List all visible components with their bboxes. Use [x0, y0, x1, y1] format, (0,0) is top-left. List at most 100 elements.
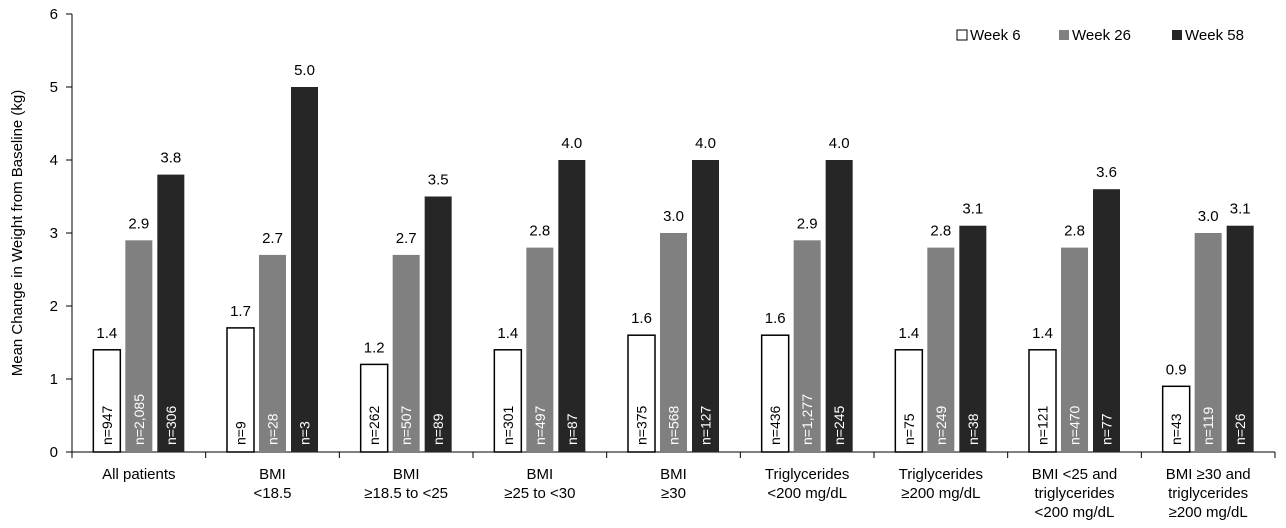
category-label: BMI ≥30 and	[1166, 466, 1251, 483]
y-tick-label: 2	[50, 298, 58, 315]
bar-value-label: 3.1	[962, 201, 983, 218]
legend-label: Week 6	[970, 27, 1021, 44]
bar-n-label: n=470	[1067, 405, 1083, 445]
category-label: All patients	[102, 466, 175, 483]
bar-week-26	[793, 240, 821, 452]
bar-value-label: 5.0	[294, 62, 315, 79]
bar-week-6	[1161, 385, 1191, 453]
bars: 1.4 n=947 2.9 n=2,085 3.8 n=306 1.7 n=9 2.7 n=28 5…	[92, 62, 1254, 453]
bar-n-label: n=121	[1035, 405, 1051, 445]
category-label: BMI <25 and	[1032, 466, 1117, 483]
bar-value-label: 2.7	[396, 230, 417, 247]
bar-week-26	[392, 254, 420, 452]
bar-n-label: n=249	[933, 405, 949, 445]
bar-week-26	[526, 247, 554, 452]
bar-week-58	[1093, 189, 1120, 452]
bar-week-58	[291, 87, 318, 452]
bar-n-label: n=262	[366, 405, 382, 445]
bar-week-26	[259, 254, 286, 452]
bar-n-label: n=38	[965, 413, 981, 445]
bar-week-6	[226, 327, 255, 453]
bar-n-label: n=436	[767, 405, 783, 445]
x-axis: All patients BMI <18.5 BMI ≥18.5 to <25 BMI ≥2…	[71, 451, 1276, 521]
category-label: BMI	[259, 466, 286, 483]
bar-week-58	[692, 160, 719, 452]
category-label: BMI	[660, 466, 687, 483]
category-label: ≥200 mg/dL	[901, 485, 980, 502]
bar-value-label: 2.8	[529, 223, 550, 240]
legend: Week 6 Week 26 Week 58	[956, 27, 1244, 44]
bar-n-label: n=375	[634, 405, 650, 445]
bar-value-label: 3.5	[428, 172, 449, 189]
bar-week-6	[92, 349, 122, 453]
category-label: Triglycerides	[899, 466, 983, 483]
category-label: ≥25 to <30	[504, 485, 575, 502]
category-label: ≥30	[661, 485, 686, 502]
bar-n-label: n=1,277	[799, 394, 815, 445]
category-label: ≥18.5 to <25	[364, 485, 448, 502]
y-tick-label: 1	[50, 371, 58, 388]
category-label: <18.5	[254, 485, 292, 502]
bar-value-label: 3.0	[1198, 208, 1219, 225]
bar-value-label: 2.9	[128, 215, 149, 232]
bar-value-label: 1.2	[364, 339, 385, 356]
y-tick-label: 0	[50, 444, 58, 461]
bar-value-label: 2.8	[930, 223, 951, 240]
bar-value-label: 4.0	[829, 135, 850, 152]
bar-week-26	[125, 240, 153, 452]
bar-value-label: 3.1	[1230, 201, 1251, 218]
bar-week-58	[1226, 225, 1254, 452]
bar-value-label: 2.9	[797, 215, 818, 232]
bar-value-label: 3.0	[663, 208, 684, 225]
bar-week-26	[1194, 233, 1222, 452]
bar-week-58	[959, 225, 987, 452]
bar-n-label: n=507	[398, 405, 414, 445]
category-label: BMI	[526, 466, 553, 483]
bar-n-label: n=245	[831, 405, 847, 445]
legend-swatch	[1059, 30, 1069, 40]
bar-n-label: n=119	[1200, 407, 1216, 445]
bar-value-label: 3.6	[1096, 164, 1117, 181]
bar-week-6	[359, 363, 389, 453]
bar-week-6	[760, 334, 790, 453]
legend-label: Week 26	[1072, 27, 1131, 44]
bar-value-label: 1.7	[230, 303, 251, 320]
bar-value-label: 1.4	[96, 325, 117, 342]
bar-n-label: n=568	[666, 405, 682, 445]
bar-n-label: n=497	[532, 405, 548, 445]
bar-week-6	[493, 349, 523, 453]
y-axis-title: Mean Change in Weight from Baseline (kg)	[9, 90, 26, 377]
bar-n-label: n=43	[1168, 413, 1184, 445]
bar-value-label: 4.0	[561, 135, 582, 152]
bar-value-label: 3.8	[160, 150, 181, 167]
y-axis: 0 1 2 3 4 5 6	[50, 6, 73, 461]
bar-n-label: n=28	[265, 413, 281, 445]
bar-week-58	[157, 174, 185, 452]
bar-value-label: 4.0	[695, 135, 716, 152]
bar-value-label: 1.4	[497, 325, 518, 342]
legend-label: Week 58	[1185, 27, 1244, 44]
category-label: triglycerides	[1168, 485, 1248, 502]
bar-value-label: 1.4	[1032, 325, 1053, 342]
y-tick-label: 4	[50, 152, 58, 169]
category-label: Triglycerides	[765, 466, 849, 483]
category-label: <200 mg/dL	[1035, 504, 1115, 521]
bar-week-58	[558, 160, 586, 452]
category-label: triglycerides	[1034, 485, 1114, 502]
legend-swatch	[956, 29, 968, 41]
bar-value-label: 1.6	[765, 310, 786, 327]
bar-week-6	[1028, 349, 1057, 453]
bar-value-label: 1.6	[631, 310, 652, 327]
y-tick-label: 5	[50, 79, 58, 96]
bar-value-label: 1.4	[898, 325, 919, 342]
bar-n-label: n=75	[901, 413, 917, 445]
bar-n-label: n=127	[698, 405, 714, 445]
bar-n-label: n=9	[233, 421, 249, 445]
legend-swatch	[1172, 30, 1182, 40]
category-label: ≥200 mg/dL	[1169, 504, 1248, 521]
y-tick-label: 3	[50, 225, 58, 242]
bar-week-58	[825, 160, 853, 452]
bar-n-label: n=77	[1099, 413, 1115, 445]
bar-n-label: n=2,085	[131, 394, 147, 445]
bar-week-26	[1061, 247, 1088, 452]
